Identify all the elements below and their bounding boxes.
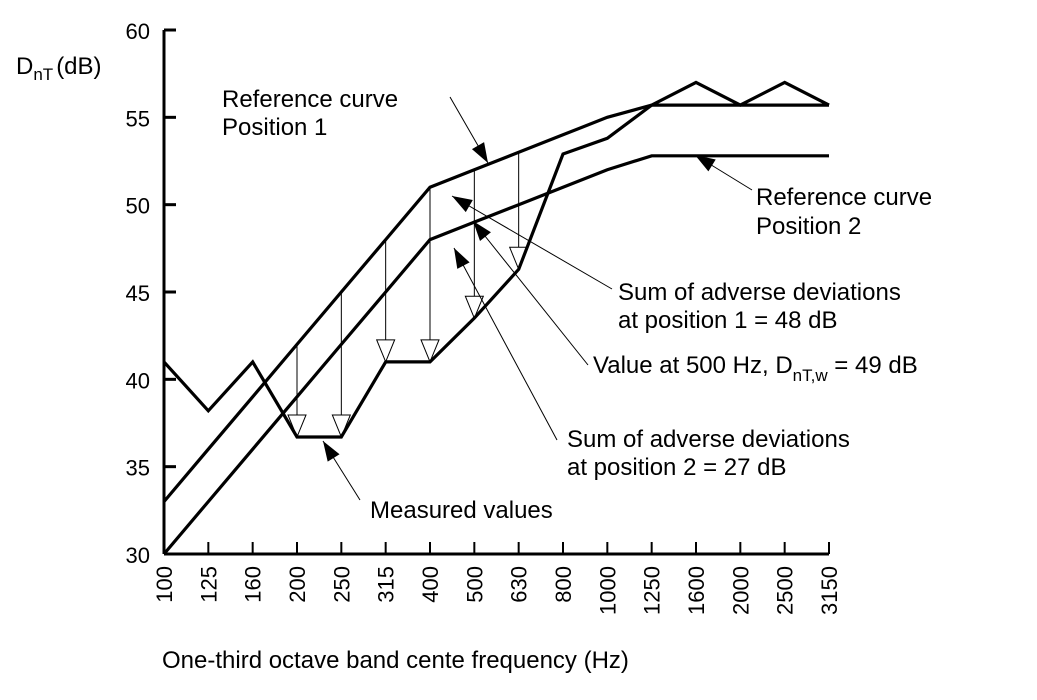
ref2-label-line2: Position 2 — [756, 213, 861, 240]
measured-values-label: Measured values — [370, 497, 553, 524]
x-tick-label: 1600 — [684, 566, 709, 615]
x-tick-label: 250 — [329, 566, 354, 603]
x-axis-ticks: 100 125 160 200 250 315 400 500 630 800 1000 1250 16… — [152, 542, 842, 615]
ref1-label-line1: Reference curve — [222, 86, 398, 113]
y-axis-ticks: 30 35 40 45 50 55 60 — [126, 19, 176, 568]
x-tick-label: 100 — [152, 566, 177, 603]
x-tick-label: 500 — [462, 566, 487, 603]
y-tick-label: 40 — [126, 368, 150, 393]
ref2-label-line1: Reference curve — [756, 184, 932, 211]
x-tick-label: 630 — [507, 566, 532, 603]
x-tick-label: 2000 — [728, 566, 753, 615]
sum2-label-line1: Sum of adverse deviations — [567, 426, 850, 453]
reference-curve-2-line — [162, 154, 829, 556]
x-tick-label: 315 — [374, 566, 399, 603]
sum1-label-line2: at position 1 = 48 dB — [618, 307, 838, 334]
ref1-label-line2: Position 1 — [222, 114, 327, 141]
y-tick-label: 55 — [126, 106, 150, 131]
x-tick-label: 3150 — [817, 566, 842, 615]
value-500hz-label: Value at 500 Hz, DnT,w = 49 dB — [593, 352, 918, 385]
x-tick-label: 1000 — [595, 566, 620, 615]
measured-values-line — [162, 80, 830, 439]
y-tick-label: 30 — [126, 543, 150, 568]
x-tick-label: 125 — [196, 566, 221, 603]
y-tick-label: 45 — [126, 281, 150, 306]
series-lines — [162, 80, 830, 556]
x-tick-label: 1250 — [640, 566, 665, 615]
annotation-pointers — [322, 96, 753, 501]
y-axis-label: DnT (dB) — [16, 53, 102, 84]
y-tick-label: 60 — [126, 19, 150, 44]
x-tick-label: 200 — [285, 566, 310, 603]
y-tick-label: 35 — [126, 456, 150, 481]
x-tick-label: 400 — [418, 566, 443, 603]
x-tick-label: 160 — [241, 566, 266, 603]
sum1-label-line1: Sum of adverse deviations — [618, 279, 901, 306]
adverse-deviation-arrows — [287, 152, 529, 439]
y-tick-label: 50 — [126, 194, 150, 219]
reference-curve-1-line — [162, 103, 829, 503]
x-axis-label: One-third octave band cente frequency (H… — [162, 647, 629, 674]
sum2-label-line2: at position 2 = 27 dB — [567, 454, 787, 481]
x-tick-label: 800 — [551, 566, 576, 603]
x-tick-label: 2500 — [773, 566, 798, 615]
